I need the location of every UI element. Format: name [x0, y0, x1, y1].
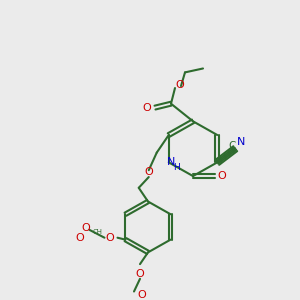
- Text: CH: CH: [92, 229, 103, 235]
- Text: H: H: [173, 163, 180, 172]
- Text: O: O: [75, 233, 84, 243]
- Text: O: O: [138, 290, 146, 300]
- Text: O: O: [176, 80, 184, 90]
- Text: N: N: [237, 137, 245, 147]
- Text: O: O: [144, 167, 153, 177]
- Text: O: O: [218, 171, 226, 181]
- Text: O: O: [142, 103, 152, 112]
- Text: N: N: [167, 158, 175, 167]
- Text: O: O: [136, 269, 144, 279]
- Text: C: C: [229, 141, 236, 151]
- Text: O: O: [81, 223, 90, 233]
- Text: O: O: [105, 233, 114, 243]
